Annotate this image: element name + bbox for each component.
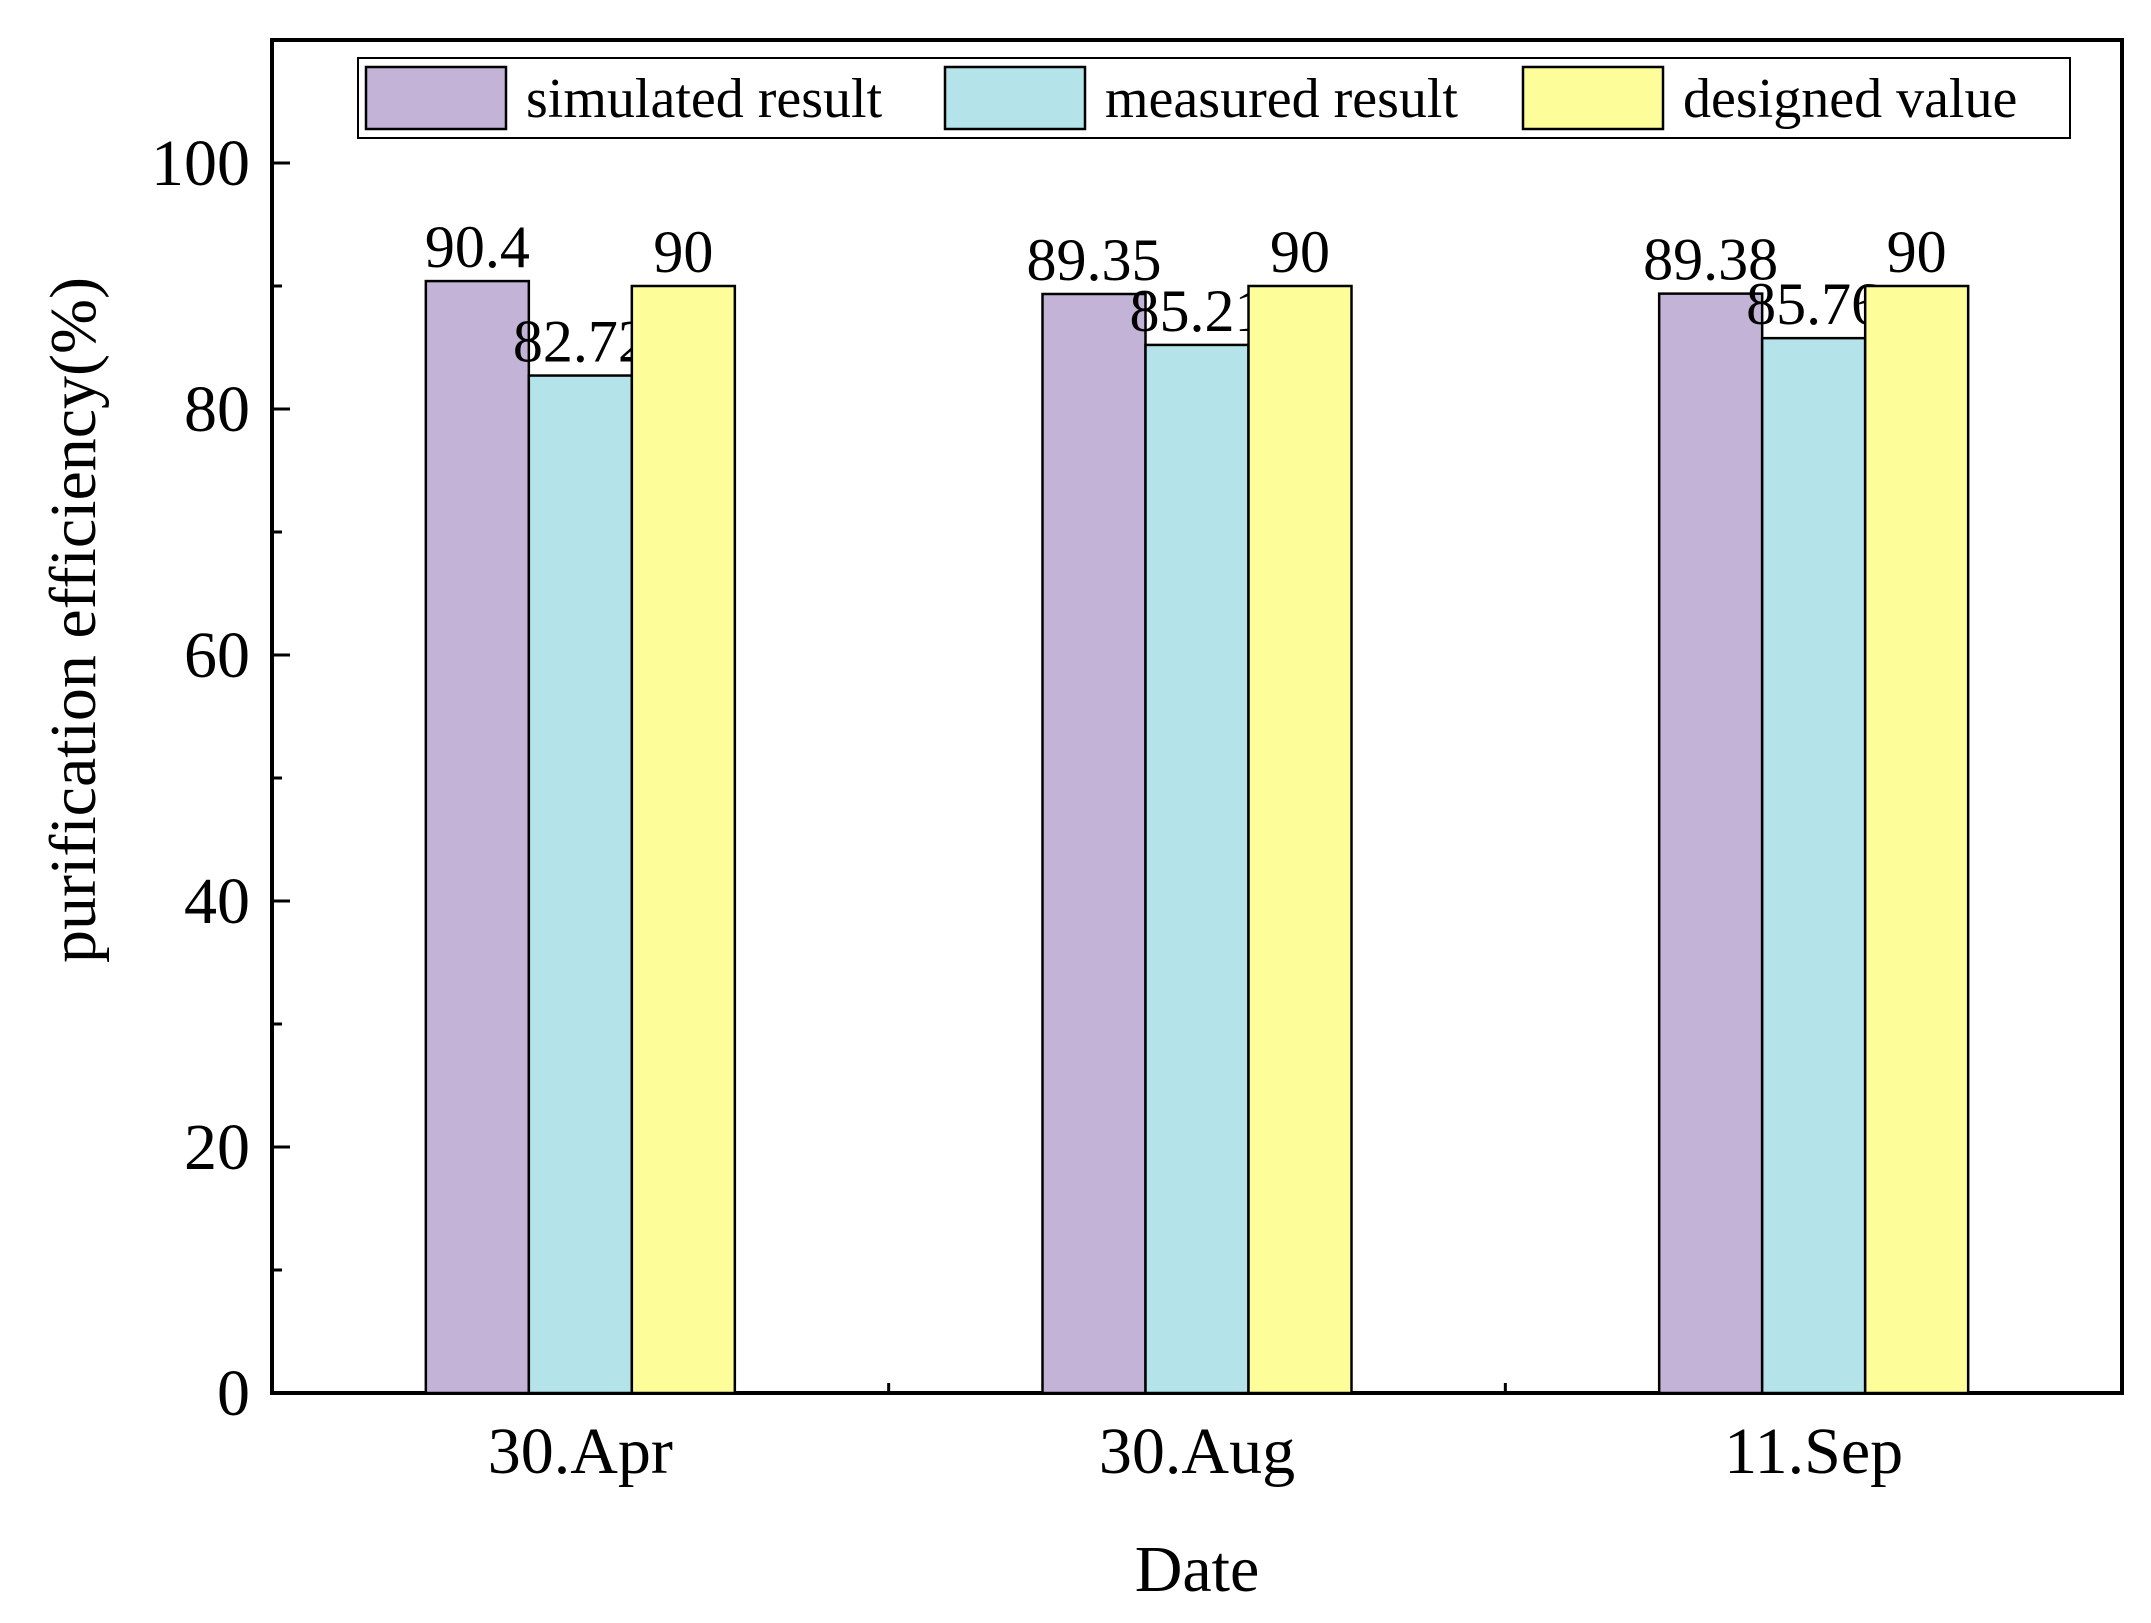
- legend-label: designed value: [1683, 68, 2017, 130]
- data-label: 89.38: [1643, 227, 1778, 293]
- data-label: 90.4: [425, 214, 530, 280]
- bar-designed-value-2: [1863, 284, 1970, 1395]
- legend-label: simulated result: [526, 68, 883, 130]
- x-tick-label: 11.Sep: [1724, 1415, 1903, 1488]
- legend-swatch: [364, 65, 508, 131]
- data-label: 90: [653, 219, 713, 285]
- bar-measured-result-1: [1144, 343, 1250, 1395]
- bar-designed-value-1: [1247, 284, 1353, 1395]
- data-label: 85.21: [1130, 278, 1265, 344]
- legend-swatch: [1521, 65, 1665, 131]
- bar-designed-value-0: [630, 284, 737, 1395]
- x-axis: 30.Apr 30.Aug 11.Sep: [488, 1373, 1903, 1488]
- data-label: 89.35: [1027, 227, 1162, 293]
- bar-simulated-result-2: [1657, 292, 1764, 1395]
- bar-measured-result-2: [1760, 336, 1867, 1395]
- data-label: 90: [1887, 219, 1947, 285]
- y-tick-label: 60: [184, 619, 250, 692]
- bar-measured-result-0: [527, 374, 634, 1395]
- y-axis-title: purification efficiency(%): [37, 277, 110, 963]
- y-tick-label: 0: [217, 1357, 250, 1430]
- data-label: 90: [1270, 219, 1330, 285]
- legend-label: measured result: [1105, 68, 1458, 130]
- y-tick-label: 80: [184, 373, 250, 446]
- x-tick-label: 30.Aug: [1099, 1415, 1295, 1488]
- data-label: 82.72: [513, 309, 648, 375]
- bar-simulated-result-0: [424, 279, 531, 1395]
- x-axis-title: Date: [1135, 1533, 1260, 1606]
- legend-swatch: [943, 65, 1087, 131]
- data-label: 85.76: [1746, 271, 1881, 337]
- y-tick-label: 40: [184, 865, 250, 938]
- y-axis: 0 20 40 60 80 100: [151, 127, 290, 1430]
- legend-box: [357, 57, 2071, 139]
- bar-simulated-result-1: [1041, 292, 1147, 1395]
- y-tick-label: 20: [184, 1111, 250, 1184]
- legend: simulated result measured result designed …: [357, 57, 2071, 139]
- y-tick-label: 100: [151, 127, 250, 200]
- x-tick-label: 30.Apr: [488, 1415, 673, 1488]
